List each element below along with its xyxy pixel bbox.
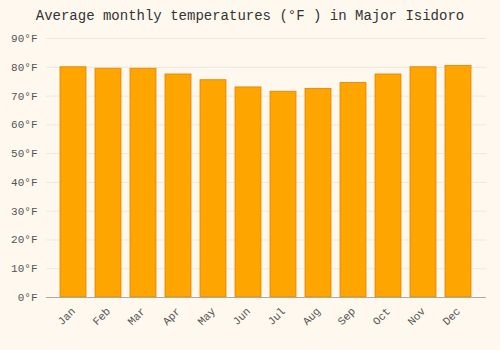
svg-text:Jun: Jun [231,305,253,327]
svg-text:Aug: Aug [301,305,323,327]
svg-text:20°F: 20°F [11,234,37,246]
svg-text:80°F: 80°F [11,62,37,74]
svg-text:40°F: 40°F [11,177,37,189]
svg-text:Feb: Feb [91,305,113,327]
svg-text:Jan: Jan [56,305,78,327]
svg-text:Jul: Jul [266,305,288,327]
svg-text:70°F: 70°F [11,91,37,103]
svg-text:May: May [196,305,219,328]
svg-text:Oct: Oct [371,305,393,327]
html-text:Average monthly temperatures (: Average monthly temperatures (°F ) in Ma… [35,8,465,24]
svg-text:10°F: 10°F [11,263,37,275]
svg-text:Mar: Mar [126,305,148,327]
svg-text:30°F: 30°F [11,206,37,218]
svg-text:60°F: 60°F [11,119,37,131]
svg-text:50°F: 50°F [11,148,37,160]
svg-text:0°F: 0°F [18,292,38,304]
svg-text:Dec: Dec [441,305,463,327]
svg-text:90°F: 90°F [11,33,37,45]
svg-text:Apr: Apr [161,305,183,327]
svg-text:Nov: Nov [406,305,429,328]
svg-text:Sep: Sep [336,305,358,327]
